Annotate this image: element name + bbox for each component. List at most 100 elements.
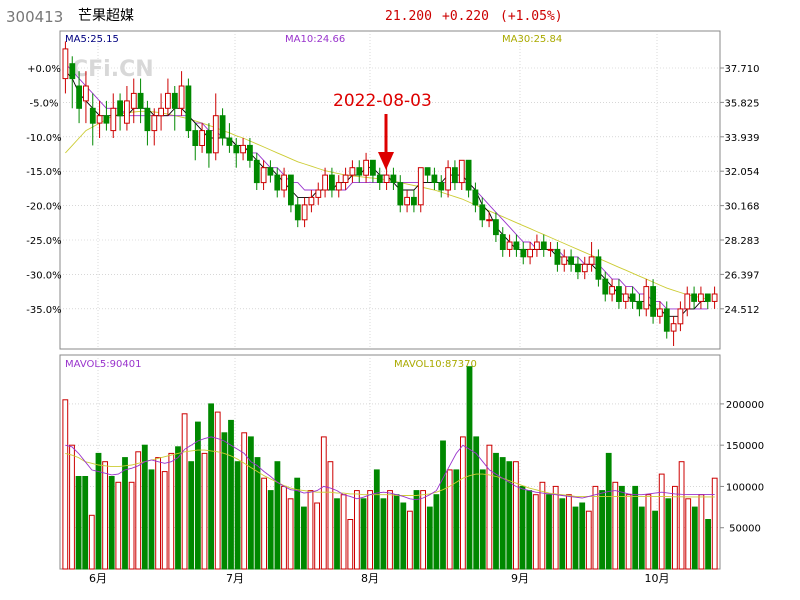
candle-body bbox=[144, 107, 151, 132]
x-tick-label: 10月 bbox=[645, 572, 670, 585]
pct-tick-label: -20.0% bbox=[26, 202, 61, 213]
volume-bar bbox=[62, 399, 69, 570]
candle-body bbox=[89, 107, 96, 124]
volume-bar bbox=[281, 485, 287, 570]
candle-body bbox=[240, 144, 246, 154]
volume-bar bbox=[407, 510, 413, 570]
volume-bar bbox=[274, 461, 281, 570]
price-tick-label: 33.939 bbox=[725, 133, 760, 144]
volume-bar bbox=[267, 490, 274, 570]
volume-bar bbox=[446, 469, 453, 570]
mavol10-label: MAVOL10:87370 bbox=[394, 359, 477, 370]
volume-bar bbox=[148, 469, 155, 570]
candle-body bbox=[622, 293, 629, 302]
volume-bar bbox=[466, 366, 473, 570]
price-tick-label: 26.397 bbox=[725, 270, 760, 281]
volume-bar bbox=[228, 419, 234, 570]
volume-bar bbox=[612, 481, 619, 570]
volume-bar bbox=[214, 411, 221, 570]
volume-bar bbox=[546, 494, 552, 570]
candle-body bbox=[342, 174, 349, 184]
volume-bar bbox=[499, 457, 506, 570]
candle-body bbox=[575, 263, 581, 273]
mavol5-label: MAVOL5:90401 bbox=[65, 359, 141, 370]
volume-bar bbox=[234, 461, 241, 570]
volume-bar bbox=[135, 451, 142, 570]
volume-bar bbox=[141, 444, 148, 570]
volume-bar bbox=[685, 498, 692, 570]
volume-bar bbox=[241, 432, 248, 570]
volume-bar bbox=[572, 506, 579, 570]
pct-tick-label: -5.0% bbox=[29, 98, 58, 109]
volume-bar bbox=[605, 452, 612, 570]
candle-body bbox=[267, 167, 274, 176]
candle-body bbox=[69, 63, 76, 80]
volume-bar bbox=[638, 506, 645, 570]
candle-body bbox=[226, 137, 233, 146]
candle-body bbox=[663, 308, 670, 332]
volume-bar bbox=[314, 502, 321, 570]
candle-body bbox=[192, 130, 199, 147]
candle-body bbox=[137, 92, 144, 109]
volume-bar bbox=[658, 473, 665, 570]
pct-tick-label: -25.0% bbox=[26, 236, 61, 247]
candle-body bbox=[390, 174, 397, 184]
volume-bar bbox=[599, 490, 606, 570]
price-axis: 37.710 35.825 33.939 32.054 30.168 28.283 26.3… bbox=[720, 64, 760, 316]
candle-body bbox=[315, 189, 322, 198]
candle-body bbox=[554, 248, 561, 265]
volume-bar bbox=[175, 446, 181, 570]
price-panel-frame bbox=[59, 30, 721, 350]
volume-bar bbox=[195, 421, 201, 570]
candle-body bbox=[260, 167, 267, 184]
mavol10-line bbox=[65, 449, 715, 498]
volume-bar bbox=[519, 485, 526, 570]
candle-body bbox=[349, 167, 356, 176]
candle-body bbox=[110, 107, 117, 132]
candle-body bbox=[96, 115, 103, 124]
candle-body bbox=[417, 167, 424, 206]
grid-lines bbox=[60, 31, 720, 569]
pct-tick-label: -30.0% bbox=[26, 270, 61, 281]
candle-body bbox=[199, 130, 205, 147]
candle-body bbox=[486, 219, 493, 222]
candle-body bbox=[547, 248, 554, 251]
candle-body bbox=[274, 174, 281, 191]
x-tick-label: 8月 bbox=[361, 572, 379, 585]
candle-body bbox=[431, 174, 438, 184]
candle-body bbox=[151, 115, 158, 132]
volume-bar bbox=[340, 494, 347, 570]
volume-bar bbox=[420, 490, 427, 570]
volume-bar bbox=[672, 485, 678, 570]
candle-body bbox=[185, 85, 192, 132]
price-tick-label: 30.168 bbox=[725, 202, 760, 213]
volume-bar bbox=[691, 506, 698, 570]
candle-body bbox=[397, 182, 404, 206]
volume-bar bbox=[201, 452, 208, 570]
volume-bar bbox=[645, 494, 652, 570]
candle-body bbox=[253, 159, 260, 184]
candle-body bbox=[445, 167, 452, 191]
x-tick-label: 7月 bbox=[226, 572, 244, 585]
candle-body bbox=[479, 204, 486, 221]
volume-bar bbox=[347, 519, 354, 570]
volume-axis: 200000 150000 100000 50000 bbox=[720, 400, 764, 535]
candle-body bbox=[62, 48, 69, 80]
candle-body bbox=[499, 234, 506, 251]
volume-tick-label: 50000 bbox=[729, 524, 761, 535]
volume-bar bbox=[307, 490, 314, 570]
candle-body bbox=[602, 278, 609, 295]
candle-body bbox=[178, 85, 185, 109]
candle-body bbox=[233, 144, 240, 154]
volume-bar bbox=[115, 481, 122, 570]
candle-body bbox=[281, 174, 288, 191]
candle-body bbox=[130, 92, 137, 109]
candle-body bbox=[588, 256, 595, 265]
candle-body bbox=[411, 196, 417, 206]
volume-bar bbox=[122, 457, 128, 570]
candle-body bbox=[561, 256, 568, 265]
volume-bar bbox=[181, 413, 188, 570]
candle-body bbox=[629, 293, 636, 302]
candle-body bbox=[711, 293, 718, 302]
